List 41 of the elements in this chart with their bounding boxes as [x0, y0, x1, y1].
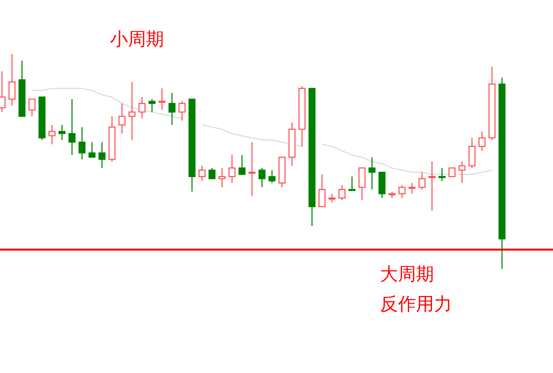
candlestick [8, 54, 16, 106]
candlestick [378, 172, 386, 199]
candlestick [438, 167, 446, 182]
candlestick [338, 184, 346, 201]
candlestick [398, 184, 406, 199]
candlestick [118, 102, 126, 134]
candlestick [178, 100, 186, 122]
candlestick [348, 176, 356, 191]
candlestick [128, 81, 136, 140]
candlestick [458, 161, 466, 184]
text: 反作用力 [380, 294, 452, 315]
candlestick [78, 126, 86, 160]
candlestick [318, 174, 326, 208]
candlestick [228, 154, 236, 184]
candlestick [238, 154, 246, 175]
candlestick [68, 98, 76, 156]
candlestick [28, 98, 36, 117]
candlestick [368, 156, 376, 190]
candlestick [218, 167, 226, 188]
candlestick [258, 167, 266, 188]
annotation: 大周期 [380, 264, 434, 285]
candlestick [248, 142, 256, 196]
candlestick [138, 96, 146, 119]
candlestick [358, 167, 366, 201]
candlestick [88, 142, 96, 158]
candlestick [268, 170, 276, 184]
candlestick [0, 70, 6, 113]
candlestick [428, 161, 436, 212]
candlestick [198, 165, 206, 182]
candlestick [48, 124, 56, 145]
candlestick [418, 172, 426, 190]
candlestick [158, 88, 166, 110]
candlestick [58, 124, 66, 140]
candlestick [478, 130, 486, 152]
candlestick [98, 142, 106, 168]
candlestick [168, 92, 176, 126]
candlestick [408, 182, 416, 194]
candlestick [468, 137, 476, 168]
text: 小周期 [110, 29, 164, 50]
candlestick [148, 98, 156, 113]
candlestick [208, 167, 216, 180]
